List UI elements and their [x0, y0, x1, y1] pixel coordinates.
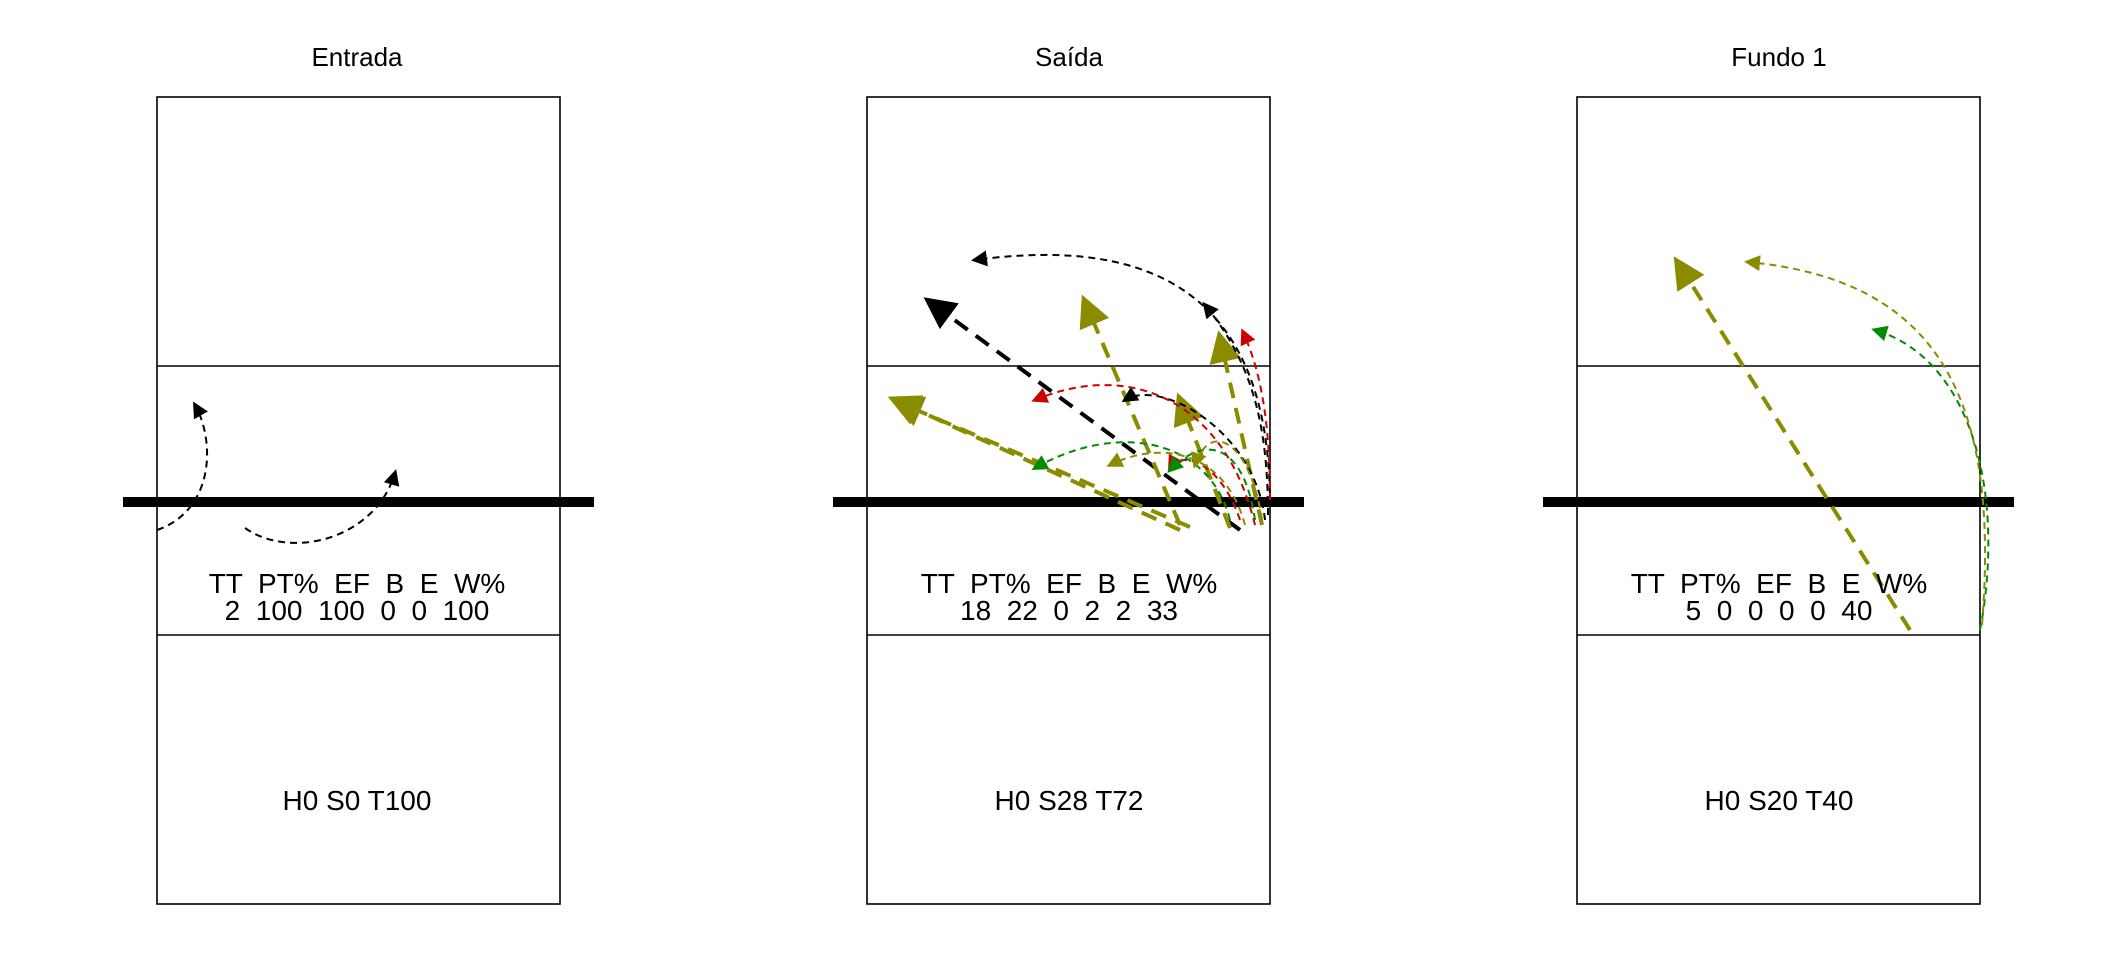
attack-arrow: [971, 250, 1271, 506]
stats-values: 5 0 0 0 0 40: [1686, 595, 1873, 626]
attack-arrow: [1209, 330, 1264, 526]
attack-arrow: [1202, 301, 1269, 516]
attack-arrows: [1673, 255, 1990, 632]
attack-arrow: [1871, 325, 1990, 631]
zone-label: H0 S28 T72: [995, 785, 1144, 816]
panel-saida: Saída TT PT% EF B E W% 18 2: [833, 42, 1304, 905]
attack-arrow: [923, 297, 1242, 532]
stats-headers: TT PT% EF B E W%: [1631, 568, 1928, 599]
attack-arrow: [1031, 384, 1256, 526]
stats-headers: TT PT% EF B E W%: [209, 568, 506, 599]
attack-arrows: [887, 250, 1271, 532]
attack-arrow: [1121, 386, 1266, 521]
attack-arrow: [1673, 256, 1912, 632]
attack-arrow: [1240, 328, 1271, 501]
attack-arrow: [1173, 392, 1232, 529]
panel-title: Saída: [1035, 42, 1103, 72]
attack-arrow: [890, 396, 1191, 529]
stats-headers: TT PT% EF B E W%: [921, 568, 1218, 599]
zone-label: H0 S20 T40: [1705, 785, 1854, 816]
attack-arrow: [1031, 441, 1231, 521]
stats-values: 18 22 0 2 2 33: [960, 595, 1178, 626]
panel-title: Entrada: [311, 42, 403, 72]
attack-arrow: [156, 401, 209, 531]
zone-label: H0 S0 T100: [283, 785, 432, 816]
attack-arrow: [1167, 448, 1256, 521]
attack-arrow: [1744, 255, 1986, 626]
panel-title: Fundo 1: [1731, 42, 1826, 72]
panel-fundo-1: Fundo 1 TT PT% EF B E W% 5 0 0 0 0 40 H0…: [1543, 42, 2014, 905]
attack-arrow: [1106, 451, 1246, 526]
attack-arrow: [1079, 294, 1182, 526]
attack-arrows: [156, 401, 400, 544]
stats-values: 2 100 100 0 0 100: [225, 595, 490, 626]
attack-arrow: [244, 469, 400, 544]
attack-arrow: [1191, 440, 1263, 521]
panel-entrada: Entrada TT PT% EF B E W% 2 100 100 0 0 1…: [123, 42, 594, 905]
